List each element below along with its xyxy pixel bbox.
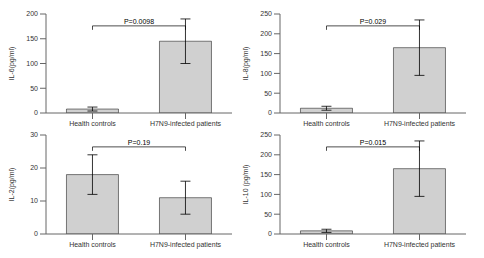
svg-text:30: 30 [30, 131, 38, 138]
svg-text:P=0.015: P=0.015 [360, 139, 386, 146]
svg-text:100: 100 [260, 191, 272, 198]
svg-text:50: 50 [30, 85, 38, 92]
svg-text:0: 0 [34, 109, 38, 116]
svg-text:250: 250 [260, 131, 272, 138]
svg-text:IL-2(pg/ml): IL-2(pg/ml) [8, 168, 16, 202]
svg-text:150: 150 [260, 171, 272, 178]
svg-text:200: 200 [260, 30, 272, 37]
svg-text:Health controls: Health controls [69, 120, 116, 127]
svg-text:10: 10 [30, 197, 38, 204]
svg-text:P=0.0098: P=0.0098 [124, 18, 154, 25]
svg-text:H7N9-infected patients: H7N9-infected patients [384, 120, 456, 128]
svg-text:0: 0 [34, 230, 38, 237]
svg-text:H7N9-infected patients: H7N9-infected patients [384, 241, 456, 249]
svg-text:H7N9-infected patients: H7N9-infected patients [150, 241, 222, 249]
svg-text:Health controls: Health controls [303, 120, 350, 127]
svg-text:250: 250 [260, 10, 272, 17]
svg-text:20: 20 [30, 164, 38, 171]
svg-text:200: 200 [260, 151, 272, 158]
svg-text:Health controls: Health controls [303, 241, 350, 248]
svg-text:100: 100 [26, 60, 38, 67]
svg-text:150: 150 [26, 35, 38, 42]
svg-text:P=0.029: P=0.029 [360, 18, 386, 25]
svg-text:0: 0 [268, 109, 272, 116]
svg-text:H7N9-infected patients: H7N9-infected patients [150, 120, 222, 128]
svg-text:Health controls: Health controls [69, 241, 116, 248]
svg-text:100: 100 [260, 70, 272, 77]
svg-text:IL-10 (pg/ml): IL-10 (pg/ml) [242, 165, 250, 205]
svg-text:150: 150 [260, 50, 272, 57]
svg-text:IL-6(pg/ml): IL-6(pg/ml) [8, 47, 16, 81]
svg-text:0: 0 [268, 230, 272, 237]
svg-text:IL-8(pg/ml): IL-8(pg/ml) [242, 47, 250, 81]
svg-text:200: 200 [26, 10, 38, 17]
svg-text:50: 50 [264, 90, 272, 97]
svg-text:P=0.19: P=0.19 [128, 139, 150, 146]
svg-text:50: 50 [264, 211, 272, 218]
